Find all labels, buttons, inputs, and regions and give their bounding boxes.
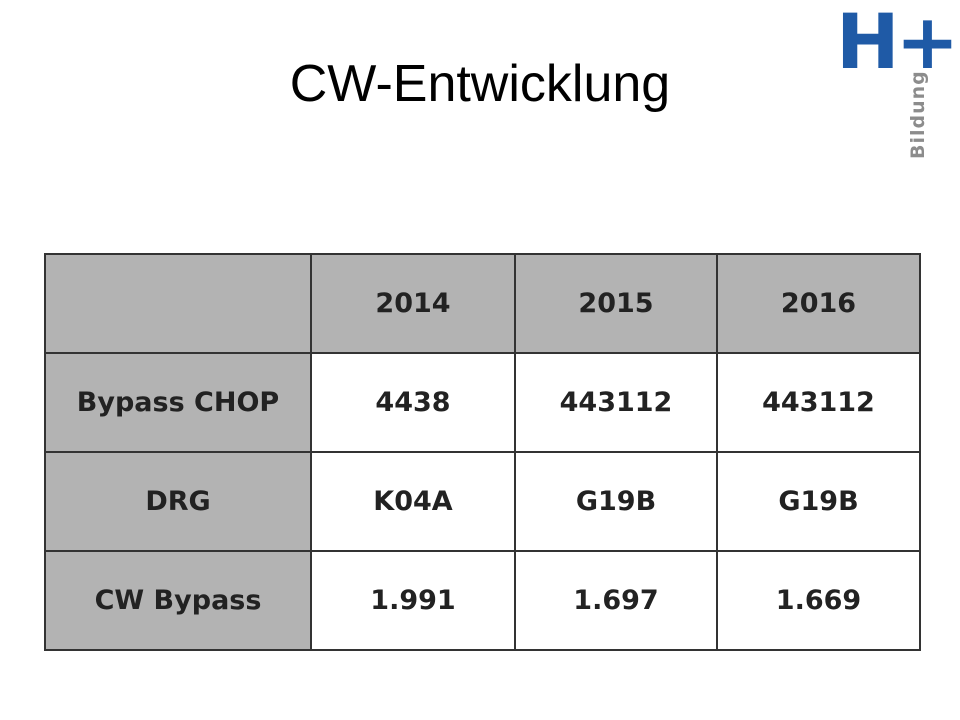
table-cell: 443112 — [514, 352, 718, 453]
table-row: CW Bypass 1.991 1.697 1.669 — [44, 550, 921, 651]
table-row: Bypass CHOP 4438 443112 443112 — [44, 352, 921, 453]
header-row: 2014 2015 2016 — [44, 253, 921, 354]
column-header: 2014 — [310, 253, 516, 354]
row-header: CW Bypass — [44, 550, 312, 651]
table-cell: K04A — [310, 451, 516, 552]
column-header: 2016 — [716, 253, 921, 354]
data-table: 2014 2015 2016 Bypass CHOP 4438 443112 443112… — [44, 253, 921, 651]
table-cell: 1.697 — [514, 550, 718, 651]
corner-cell — [44, 253, 312, 354]
table-body: Bypass CHOP 4438 443112 443112 DRG K04A G19B G1… — [44, 352, 921, 651]
table-row: DRG K04A G19B G19B — [44, 451, 921, 552]
row-header: DRG — [44, 451, 312, 552]
logo-subtitle: Bildung — [907, 70, 929, 159]
table-cell: 443112 — [716, 352, 921, 453]
table-cell: 1.991 — [310, 550, 516, 651]
slide-title: CW-Entwicklung — [289, 55, 671, 113]
row-header: Bypass CHOP — [44, 352, 312, 453]
table-cell: 4438 — [310, 352, 516, 453]
column-header: 2015 — [514, 253, 718, 354]
table-cell: 1.669 — [716, 550, 921, 651]
table-cell: G19B — [716, 451, 921, 552]
logo: H+ — [836, 0, 959, 86]
table-cell: G19B — [514, 451, 718, 552]
